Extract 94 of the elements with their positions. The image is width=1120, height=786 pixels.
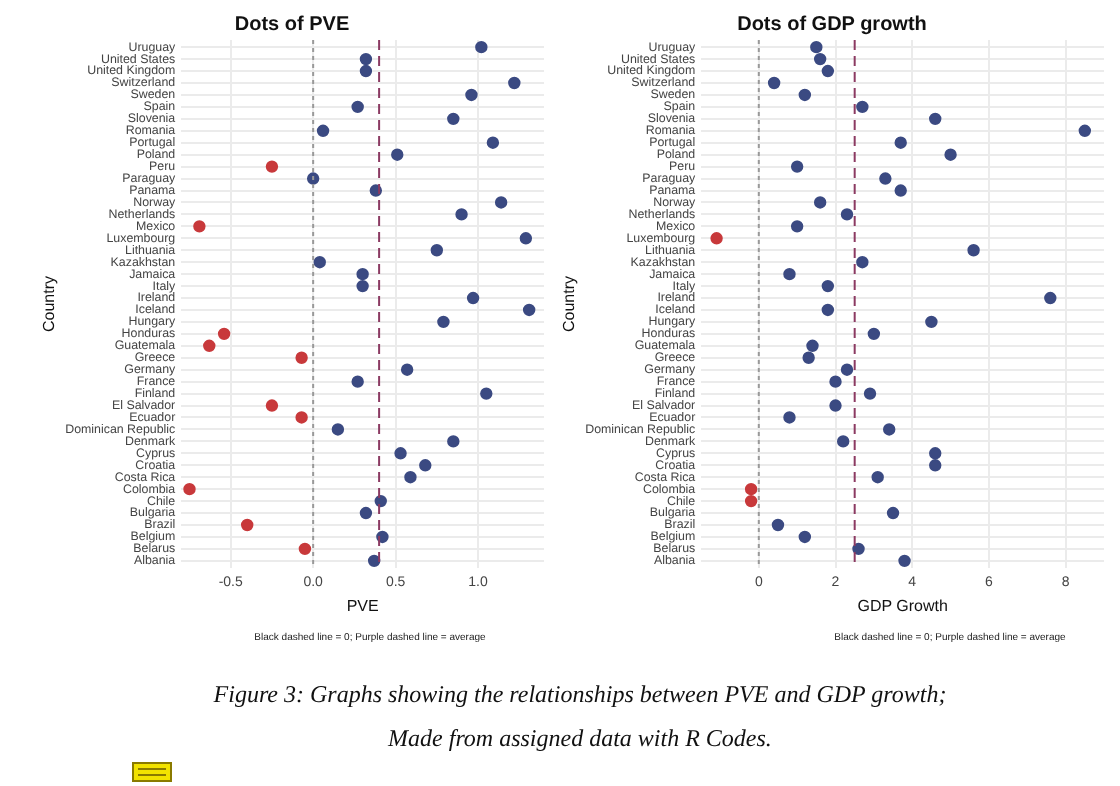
point	[886, 506, 900, 520]
point	[821, 279, 835, 293]
point	[802, 351, 815, 364]
point	[193, 220, 206, 233]
point	[447, 112, 460, 126]
point	[840, 208, 854, 221]
point	[783, 411, 796, 424]
point	[929, 459, 942, 472]
point	[331, 423, 345, 436]
point	[898, 554, 911, 568]
point	[465, 88, 478, 102]
point	[829, 375, 842, 388]
point	[265, 160, 279, 173]
point	[217, 327, 231, 341]
point	[298, 542, 312, 556]
point	[836, 435, 850, 448]
point	[351, 100, 364, 114]
point	[767, 76, 781, 90]
point	[929, 447, 942, 460]
point	[376, 530, 389, 544]
point	[867, 327, 881, 341]
point	[356, 267, 369, 281]
point	[356, 279, 369, 293]
point	[265, 399, 279, 412]
point	[771, 518, 785, 532]
point	[295, 411, 308, 424]
point	[430, 244, 444, 257]
point	[367, 554, 381, 568]
point	[744, 482, 758, 496]
point	[967, 244, 980, 257]
point	[400, 363, 414, 376]
point	[508, 76, 521, 90]
chart-title: Dots of GDP growth	[737, 13, 927, 36]
point	[1078, 124, 1092, 137]
point	[316, 124, 330, 137]
point	[359, 506, 373, 520]
point	[840, 363, 854, 376]
point	[813, 196, 827, 209]
point	[925, 315, 938, 329]
point	[306, 172, 320, 185]
point	[519, 232, 533, 245]
point	[455, 208, 468, 221]
point	[863, 387, 877, 400]
point	[486, 136, 500, 149]
point	[790, 160, 804, 173]
caption: Figure 3: Graphs showing the relationships between PVE and GDP growth; Made from assigned data with R Codes.	[211, 678, 949, 756]
point	[391, 148, 404, 161]
point	[894, 184, 907, 197]
point	[394, 447, 407, 460]
point	[798, 88, 812, 102]
chart-title: Dots of PVE	[234, 13, 350, 36]
point	[810, 40, 823, 54]
point	[475, 40, 488, 54]
x-axis-title: PVE	[346, 596, 379, 615]
point	[813, 52, 827, 66]
point	[374, 494, 387, 508]
point	[1044, 291, 1057, 305]
point	[313, 255, 326, 269]
point	[437, 315, 450, 329]
point	[183, 482, 196, 496]
point	[480, 387, 493, 400]
y-axis-title: Country	[40, 275, 59, 333]
point	[710, 232, 723, 245]
point	[790, 220, 804, 233]
point	[883, 423, 896, 436]
point	[351, 375, 364, 388]
point	[783, 267, 796, 281]
point	[744, 494, 758, 508]
point	[856, 255, 869, 269]
point	[466, 291, 480, 305]
point	[494, 196, 508, 209]
point	[879, 172, 892, 185]
point	[856, 100, 869, 114]
point	[821, 64, 835, 78]
point	[944, 148, 957, 161]
point	[203, 339, 216, 353]
point	[929, 112, 942, 126]
point	[404, 471, 417, 484]
point	[522, 303, 536, 317]
point	[447, 435, 460, 448]
point	[871, 471, 884, 484]
y-axis-title: Country	[560, 275, 579, 333]
point	[241, 518, 254, 532]
point	[806, 339, 819, 353]
point	[359, 64, 373, 78]
point	[359, 52, 373, 66]
point	[894, 136, 907, 149]
x-axis-title: GDP Growth	[857, 596, 948, 615]
point	[821, 303, 835, 317]
point	[295, 351, 308, 364]
point	[829, 399, 842, 412]
point	[419, 459, 432, 472]
point	[852, 542, 865, 556]
point	[798, 530, 812, 544]
